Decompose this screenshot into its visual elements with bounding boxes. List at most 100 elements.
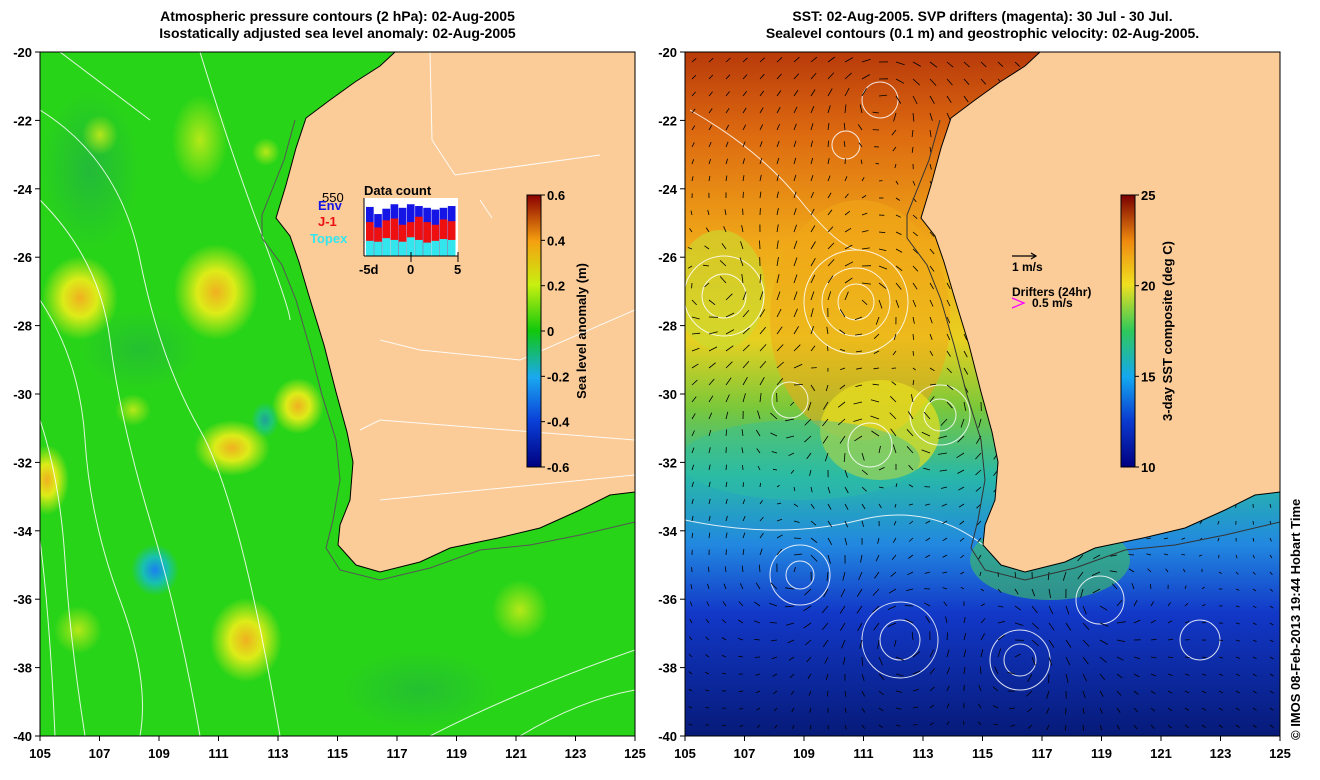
sla-anomaly-low xyxy=(131,544,179,596)
velocity-arrow xyxy=(725,498,728,505)
velocity-arrow xyxy=(737,619,744,624)
velocity-arrow xyxy=(891,129,897,136)
y-tick-label: -24 xyxy=(658,182,678,197)
velocity-arrow xyxy=(895,690,903,693)
velocity-arrow xyxy=(861,195,867,199)
velocity-arrow xyxy=(1099,707,1103,714)
velocity-arrow xyxy=(705,707,710,709)
velocity-arrow xyxy=(872,588,880,596)
velocity-arrow xyxy=(946,401,953,409)
velocity-arrow xyxy=(1133,619,1141,624)
velocity-arrow xyxy=(759,326,767,335)
velocity-arrow xyxy=(810,208,815,216)
velocity-arrow xyxy=(708,175,711,182)
velocity-arrow xyxy=(827,158,830,165)
velocity-arrow xyxy=(725,91,730,97)
velocity-arrow xyxy=(771,656,778,660)
velocity-arrow xyxy=(1150,673,1157,677)
velocity-arrow xyxy=(895,61,905,66)
velocity-arrow xyxy=(839,435,846,444)
velocity-arrow xyxy=(1235,656,1240,659)
velocity-arrow xyxy=(793,73,800,80)
sst-colorbar: 25 20 15 10 3-day SST composite (deg C) xyxy=(1120,188,1175,475)
velocity-arrow xyxy=(912,265,919,272)
velocity-arrow xyxy=(759,90,765,97)
velocity-arrow xyxy=(706,601,710,607)
velocity-arrow xyxy=(1184,673,1190,676)
velocity-arrow xyxy=(1009,707,1016,710)
velocity-arrow xyxy=(725,481,728,488)
velocity-arrow xyxy=(793,291,798,301)
velocity-arrow xyxy=(1014,571,1017,578)
velocity-arrow xyxy=(956,452,965,459)
velocity-arrow xyxy=(877,537,880,544)
velocity-arrow xyxy=(908,537,914,542)
velocity-arrow xyxy=(1027,673,1033,683)
velocity-arrow xyxy=(724,566,727,573)
velocity-arrow xyxy=(875,162,880,165)
y-tick-label: -24 xyxy=(13,182,33,197)
velocity-arrow xyxy=(963,720,965,726)
velocity-arrow xyxy=(1046,690,1050,699)
velocity-arrow xyxy=(790,469,795,474)
velocity-arrow xyxy=(776,548,783,556)
velocity-arrow xyxy=(776,123,780,131)
velocity-arrow xyxy=(691,379,698,386)
australia-landmass xyxy=(275,52,635,573)
velocity-arrow xyxy=(1184,707,1190,711)
velocity-arrow xyxy=(929,316,933,324)
velocity-arrow xyxy=(793,503,799,507)
velocity-arrow xyxy=(759,107,764,114)
x-tick-label: 111 xyxy=(208,746,228,761)
velocity-arrow xyxy=(1031,588,1036,597)
legend-topex: Topex xyxy=(310,231,348,246)
velocity-arrow xyxy=(890,396,897,403)
velocity-arrow xyxy=(1252,690,1257,694)
velocity-arrow xyxy=(1167,707,1173,712)
left-title-line1: Atmospheric pressure contours (2 hPa): 0… xyxy=(160,8,515,24)
velocity-arrow xyxy=(1184,621,1190,624)
velocity-arrow xyxy=(739,257,744,267)
velocity-arrow xyxy=(844,707,847,714)
velocity-arrow xyxy=(691,430,695,437)
velocity-arrow xyxy=(753,620,761,624)
velocity-arrow xyxy=(929,231,935,237)
velocity-arrow xyxy=(822,418,829,427)
velocity-arrow xyxy=(689,618,693,624)
velocity-arrow xyxy=(924,571,931,574)
velocity-arrow xyxy=(1235,605,1240,608)
velocity-arrow xyxy=(810,384,816,392)
velocity-arrow xyxy=(1099,724,1103,731)
velocity-arrow xyxy=(844,227,852,233)
velocity-arrow xyxy=(1031,605,1038,614)
velocity-arrow xyxy=(1047,571,1050,581)
velocity-arrow xyxy=(891,381,897,386)
y-tick-label: -28 xyxy=(13,319,32,334)
velocity-arrow xyxy=(708,515,711,522)
velocity-arrow xyxy=(759,240,761,250)
velocity-arrow xyxy=(770,639,778,642)
velocity-arrow xyxy=(873,333,880,339)
x-tick-label: 125 xyxy=(624,746,646,761)
velocity-arrow xyxy=(878,707,884,712)
velocity-arrow xyxy=(1252,707,1257,711)
velocity-arrow xyxy=(912,180,916,186)
velocity-arrow xyxy=(1218,673,1224,676)
velocity-arrow xyxy=(827,209,833,216)
velocity-arrow xyxy=(827,72,835,80)
velocity-arrow xyxy=(861,656,863,666)
velocity-arrow xyxy=(844,537,848,546)
velocity-arrow xyxy=(963,333,968,341)
velocity-arrow xyxy=(804,435,812,443)
velocity-arrow xyxy=(1064,724,1067,731)
velocity-arrow xyxy=(807,673,812,680)
velocity-arrow xyxy=(687,247,693,250)
velocity-arrow xyxy=(1235,588,1240,591)
velocity-arrow xyxy=(978,418,982,428)
velocity-arrow xyxy=(704,282,710,288)
velocity-arrow xyxy=(890,571,897,577)
velocity-arrow xyxy=(1133,690,1139,695)
x-tick-label: 123 xyxy=(1210,746,1232,761)
velocity-arrow xyxy=(977,703,982,709)
velocity-arrow xyxy=(810,486,813,493)
